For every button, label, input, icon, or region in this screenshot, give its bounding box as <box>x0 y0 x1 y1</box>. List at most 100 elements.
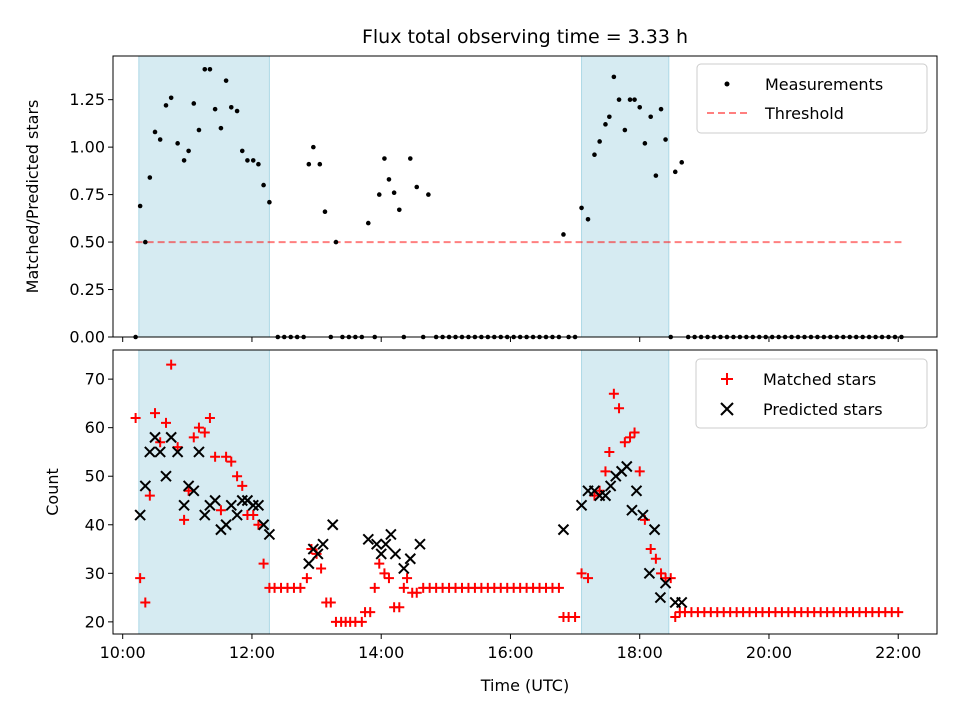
matched-point <box>130 412 141 423</box>
measurement-point <box>663 137 668 142</box>
measurement-point <box>611 74 617 80</box>
bottom-legend-box <box>695 358 928 429</box>
matched-point <box>383 573 394 584</box>
predicted-point <box>171 446 184 458</box>
measurement-point <box>228 104 234 110</box>
matched-point <box>204 412 215 423</box>
measurement-point <box>202 66 208 72</box>
matched-point <box>295 582 306 593</box>
top-ytick-label: 0.00 <box>69 328 105 347</box>
predicted-point <box>165 431 177 444</box>
matched-point <box>253 519 264 530</box>
measurement-point <box>382 156 387 161</box>
predicted-point <box>199 509 211 521</box>
matched-point <box>369 582 380 593</box>
measurement-point <box>333 239 339 245</box>
matched-point <box>398 582 409 593</box>
top-ytick-label: 1.25 <box>69 90 105 109</box>
measurement-point <box>597 139 602 144</box>
measurement-point <box>632 97 637 102</box>
bottom-xtick-label: 10:00 <box>100 643 146 662</box>
predicted-point <box>312 548 324 560</box>
bottom-xtick-label: 16:00 <box>487 643 533 662</box>
measurement-point <box>653 173 659 178</box>
measurement-point <box>648 114 654 120</box>
measurement-point <box>365 220 371 226</box>
bottom-ytick-label: 20 <box>85 612 105 631</box>
measurement-point <box>585 216 591 222</box>
top-panel: 0.00 0.25 0.50 0.75 1.00 1.25 Matched/Predict… <box>23 55 938 347</box>
measurement-point <box>561 232 566 237</box>
measurement-point <box>579 205 584 211</box>
chart-title: Flux total observing time = 3.33 h <box>362 26 688 48</box>
bottom-xtick-label: 18:00 <box>617 643 663 662</box>
matched-point <box>155 437 166 448</box>
measurement-point <box>607 114 612 120</box>
measurement-point <box>152 129 158 135</box>
matched-point <box>600 466 611 477</box>
matched-point <box>172 442 183 453</box>
measurement-point <box>168 95 174 101</box>
predicted-point <box>637 509 649 521</box>
predicted-point <box>404 553 416 565</box>
predicted-point <box>621 460 633 473</box>
matched-point <box>365 607 376 618</box>
measurement-point <box>250 158 256 163</box>
predicted-point <box>557 523 570 536</box>
top-ytick-label: 0.25 <box>69 280 105 299</box>
matched-point <box>166 359 177 370</box>
predicted-point <box>317 538 329 550</box>
matched-point <box>356 616 367 627</box>
predicted-point <box>643 567 656 580</box>
matched-point <box>199 427 210 438</box>
bottom-ytick-label: 30 <box>85 564 105 583</box>
matched-point <box>237 480 248 491</box>
top-band-0 <box>138 55 270 338</box>
legend-measurements-marker <box>724 81 730 87</box>
predicted-point <box>188 485 200 497</box>
measurement-point <box>137 203 143 209</box>
measurement-point <box>386 177 392 182</box>
matched-point <box>210 451 221 462</box>
measurement-point <box>157 137 163 142</box>
predicted-point <box>389 548 402 560</box>
measurement-point <box>245 158 250 163</box>
measurement-point <box>212 106 218 112</box>
measurement-point <box>311 144 316 150</box>
top-legend-box <box>696 63 928 134</box>
predicted-point <box>380 538 392 550</box>
predicted-point <box>139 480 152 492</box>
predicted-point <box>370 538 383 550</box>
predicted-point <box>626 504 638 516</box>
matched-point <box>594 485 605 496</box>
predicted-point <box>252 499 265 512</box>
measurement-point <box>175 141 180 146</box>
bottom-ylabel: Count <box>43 468 62 516</box>
measurement-point <box>223 78 229 83</box>
measurement-point <box>658 106 664 112</box>
measurement-point <box>306 161 312 167</box>
top-ytick-label: 0.75 <box>69 185 105 204</box>
legend-predicted-marker <box>720 402 734 416</box>
matched-point <box>316 563 327 574</box>
measurement-point <box>407 156 413 161</box>
bottom-xtick-label: 20:00 <box>746 643 792 662</box>
matched-point <box>258 558 269 569</box>
bottom-band-0 <box>138 349 270 635</box>
measurement-point <box>642 141 648 146</box>
predicted-point <box>193 446 205 458</box>
matched-point <box>301 573 312 584</box>
top-band-1 <box>581 55 670 338</box>
matched-point <box>570 612 581 623</box>
matched-point <box>135 573 146 584</box>
top-legend: Measurements Threshold <box>696 63 928 134</box>
measurement-point <box>163 103 169 108</box>
measurement-point <box>191 101 197 106</box>
measurement-point <box>181 158 187 163</box>
bottom-panel: 20 30 40 50 60 70 10:00 12:00 14:00 16:00 18:00 20… <box>43 349 938 695</box>
legend-predicted-label: Predicted stars <box>763 400 883 419</box>
matched-point <box>221 451 232 462</box>
matched-point <box>379 568 390 579</box>
matched-point <box>670 612 681 623</box>
bottom-xlabel: Time (UTC) <box>480 676 569 695</box>
